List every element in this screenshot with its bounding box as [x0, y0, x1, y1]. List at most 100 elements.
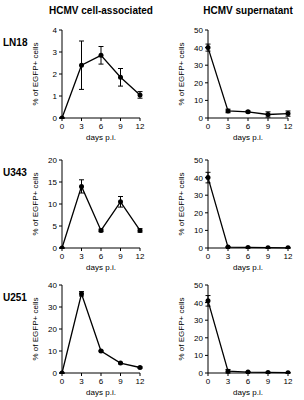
y-tick — [59, 160, 62, 161]
x-tick-label: 6 — [246, 377, 251, 386]
marker — [138, 365, 143, 370]
x-tick-label: 3 — [79, 252, 84, 261]
marker — [60, 116, 65, 120]
y-tick — [59, 204, 62, 205]
y-axis-label: % of EGFP+ cells — [31, 43, 40, 106]
y-tick-label: 10 — [194, 351, 203, 360]
x-tick-label: 9 — [118, 122, 123, 131]
error-bar — [79, 41, 84, 89]
marker — [99, 53, 104, 58]
marker — [286, 111, 291, 116]
y-tick-label: 40 — [194, 174, 203, 183]
x-tick-label: 0 — [206, 377, 211, 386]
x-tick-label: 3 — [79, 377, 84, 386]
y-tick-label: 30 — [194, 191, 203, 200]
x-tick — [81, 373, 82, 376]
error-bar — [206, 172, 211, 183]
y-tick-label: 10 — [194, 96, 203, 105]
column-title: HCMV supernatant — [203, 5, 293, 16]
marker — [226, 245, 231, 249]
y-tick-label: 5 — [53, 222, 58, 231]
y-tick-label: 30 — [194, 316, 203, 325]
x-tick-label: 3 — [226, 252, 231, 261]
marker — [246, 109, 251, 114]
error-bar — [118, 69, 123, 87]
y-tick — [59, 307, 62, 308]
x-tick — [228, 118, 229, 121]
marker — [206, 298, 211, 303]
x-tick — [120, 373, 121, 376]
y-tick-label: 0 — [53, 114, 58, 123]
y-tick — [205, 230, 208, 231]
x-tick-label: 3 — [226, 377, 231, 386]
x-tick-label: 3 — [79, 122, 84, 131]
y-tick-label: 0 — [199, 114, 204, 123]
data — [60, 41, 143, 119]
marker — [118, 75, 123, 80]
marker — [79, 291, 84, 296]
marker — [266, 112, 271, 117]
x-tick-label: 0 — [60, 377, 65, 386]
x-tick-label: 9 — [118, 377, 123, 386]
x-axis-label: days p.i. — [86, 388, 116, 397]
x-tick — [208, 248, 209, 251]
error-cap — [206, 295, 211, 296]
error-bar — [118, 197, 123, 208]
x-tick-label: 6 — [246, 122, 251, 131]
error-bar — [286, 111, 291, 116]
figure: HCMV cell-associatedLN1801234036912days … — [0, 0, 304, 400]
error-cap — [99, 64, 104, 65]
y-tick — [59, 74, 62, 75]
error-cap — [99, 46, 104, 47]
marker — [226, 108, 231, 113]
marker — [206, 175, 211, 180]
y-tick — [205, 30, 208, 31]
error-bar — [206, 296, 211, 307]
line — [208, 301, 288, 373]
error-cap — [118, 86, 123, 87]
line — [208, 48, 288, 115]
x-tick-label: 12 — [136, 252, 145, 261]
y-axis-label: % of EGFP+ cells — [177, 173, 186, 236]
marker — [99, 228, 104, 233]
error-bar — [99, 47, 104, 65]
y-tick — [205, 355, 208, 356]
marker — [118, 361, 123, 366]
error-cap — [79, 193, 84, 194]
marker — [286, 370, 291, 374]
x-tick — [81, 248, 82, 251]
data — [206, 44, 291, 117]
data — [206, 296, 291, 374]
error-cap — [118, 207, 123, 208]
panel: 01020304050036912days p.i.% of EGFP+ cel… — [177, 281, 293, 397]
y-tick-label: 15 — [48, 178, 57, 187]
panel: U251010203040036912days p.i.% of EGFP+ c… — [3, 281, 145, 397]
x-tick-label: 6 — [246, 252, 251, 261]
row-label: U251 — [3, 292, 27, 303]
x-axis-label: days p.i. — [86, 263, 116, 272]
x-axis-label: days p.i. — [233, 133, 263, 142]
x-tick — [268, 118, 269, 121]
panel: U34305101520036912days p.i.% of EGFP+ ce… — [3, 156, 145, 272]
x-tick — [288, 118, 289, 121]
y-tick-label: 40 — [194, 44, 203, 53]
x-tick-label: 9 — [266, 122, 271, 131]
panel: 01020304050036912days p.i.% of EGFP+ cel… — [177, 156, 293, 272]
error-cap — [206, 172, 211, 173]
x-tick-label: 9 — [266, 377, 271, 386]
y-tick-label: 50 — [194, 26, 203, 35]
y-axis-label: % of EGFP+ cells — [177, 298, 186, 361]
error-cap — [118, 68, 123, 69]
data — [60, 291, 143, 374]
panel: HCMV supernatant01020304050036912days p.… — [177, 5, 293, 142]
marker — [79, 63, 84, 68]
row-label: U343 — [3, 167, 27, 178]
y-tick-label: 20 — [194, 334, 203, 343]
x-tick — [101, 248, 102, 251]
y-tick-label: 0 — [199, 244, 204, 253]
x-tick — [140, 248, 141, 251]
x-tick — [101, 373, 102, 376]
y-tick-label: 0 — [53, 369, 58, 378]
x-tick-label: 0 — [206, 122, 211, 131]
y-tick-label: 20 — [194, 79, 203, 88]
